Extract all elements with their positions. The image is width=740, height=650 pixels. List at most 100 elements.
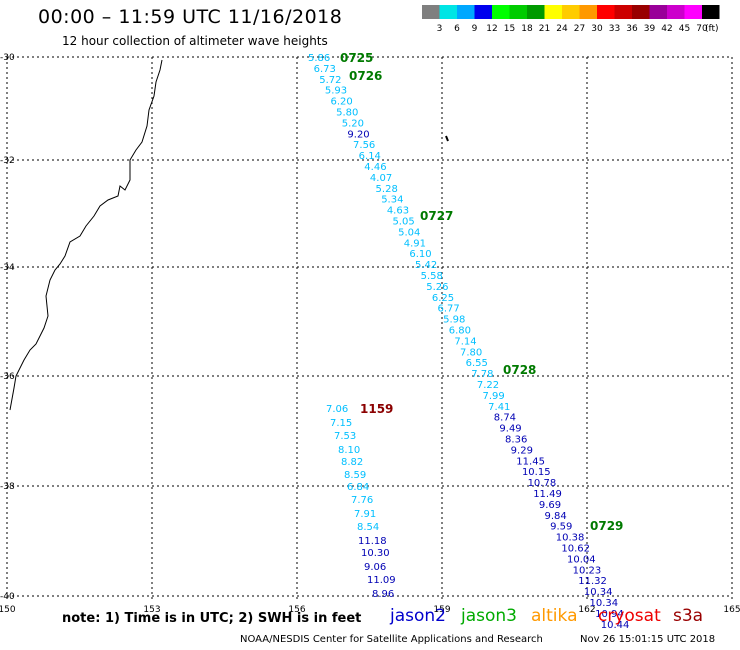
legend-swatch (492, 5, 510, 19)
swh-value: 10.38 (556, 533, 585, 544)
swh-value: 6.10 (409, 249, 431, 260)
legend-swatch (474, 5, 492, 19)
satellite-jason2: jason2 (390, 606, 446, 626)
swh-value: 9.29 (511, 445, 533, 456)
swh-value: 7.22 (477, 380, 499, 391)
credit-agency: NOAA/NESDIS Center for Satellite Applica… (240, 634, 543, 645)
swh-value: 4.07 (370, 173, 392, 184)
legend-unit: (ft) (705, 24, 719, 33)
swh-value: 5.42 (415, 260, 437, 271)
legend-label: 6 (454, 24, 460, 33)
swh-value: 5.93 (325, 86, 347, 97)
swh-value: 7.15 (330, 418, 352, 429)
swh-value: 6.55 (466, 358, 488, 369)
swh-value: 5.98 (443, 315, 465, 326)
pass-time-label: 0728 (503, 363, 536, 377)
legend-swatch (544, 5, 562, 19)
legend-swatch (702, 5, 720, 19)
swh-value: 9.69 (539, 500, 561, 511)
lon-tick-label: 153 (143, 605, 160, 615)
legend-label: 45 (679, 24, 690, 33)
lat-tick-label: -40 (0, 592, 15, 602)
legend-label: 39 (644, 24, 656, 33)
swh-value: 5.72 (319, 75, 341, 86)
swh-value: 6.14 (359, 151, 381, 162)
swh-value: 8.96 (372, 589, 394, 600)
swh-value: 6.80 (449, 326, 471, 337)
swh-value: 7.41 (488, 402, 510, 413)
legend-label: 12 (486, 24, 497, 33)
pass-time-label: 0727 (420, 209, 453, 223)
legend-label: 70 (696, 24, 708, 33)
legend-label: 33 (609, 24, 620, 33)
swh-value: 10.94 (595, 609, 624, 620)
swh-value: 5.05 (392, 217, 414, 228)
pass-time-label: 0725 (340, 51, 373, 65)
swh-value: 10.34 (584, 587, 613, 598)
swh-value: 6.25 (432, 293, 454, 304)
swh-value: 10.30 (361, 548, 390, 559)
swh-value: 10.78 (528, 478, 557, 489)
swh-value: 9.49 (499, 424, 521, 435)
legend-swatch (597, 5, 615, 19)
lon-tick-label: 165 (723, 605, 740, 615)
swh-value: 10.62 (561, 544, 590, 555)
swh-value: 10.04 (567, 554, 596, 565)
swh-value: 5.28 (376, 184, 398, 195)
swh-value: 6.84 (347, 482, 369, 493)
legend-label: 9 (472, 24, 478, 33)
swh-value: 8.74 (494, 413, 516, 424)
legend-label: 18 (521, 24, 533, 33)
swh-value: 10.34 (590, 598, 619, 609)
swh-value: 5.34 (381, 195, 403, 206)
legend-swatch (649, 5, 667, 19)
lon-tick-label: 150 (0, 605, 16, 615)
swh-value: 9.20 (347, 129, 369, 140)
swh-value: 7.14 (454, 336, 476, 347)
chart-title: 00:00 – 11:59 UTC 11/16/2018 (38, 6, 343, 28)
swh-value: 6.73 (314, 64, 336, 75)
swh-value: 10.44 (601, 620, 630, 631)
swh-value: 4.63 (387, 206, 409, 217)
lat-tick-label: -32 (0, 156, 15, 166)
legend-label: 42 (661, 24, 672, 33)
legend-swatch (562, 5, 580, 19)
swh-value: 4.91 (404, 238, 426, 249)
color-scale-legend: 3 6 9 12 15 18 21 24 27 30 33 36 39 42 45 70(ft) (422, 5, 720, 33)
satellite-cryosat: cryosat (598, 606, 661, 626)
swh-value: 5.58 (421, 271, 443, 282)
legend-swatch (457, 5, 475, 19)
legend-swatch (667, 5, 685, 19)
swh-value: 11.18 (358, 536, 387, 547)
legend-label: 24 (556, 24, 568, 33)
swh-value: 10.15 (522, 467, 551, 478)
legend-swatch (527, 5, 545, 19)
swh-value: 5.20 (342, 118, 364, 129)
swh-value: 8.59 (344, 470, 366, 481)
legend-swatch (614, 5, 632, 19)
altimeter-tracks: 5.866.735.725.936.205.805.209.207.566.14… (308, 51, 629, 631)
pass-time-label: 1159 (360, 402, 393, 416)
legend-swatch (684, 5, 702, 19)
swh-value: 11.49 (533, 489, 562, 500)
swh-value: 7.99 (483, 391, 505, 402)
swh-value: 9.06 (364, 562, 386, 573)
legend-swatch (509, 5, 527, 19)
swh-value: 9.59 (550, 522, 572, 533)
swh-value: 7.78 (471, 369, 493, 380)
swh-value: 8.10 (338, 445, 360, 456)
pass-time-label: 0729 (590, 519, 623, 533)
swh-value: 8.54 (357, 522, 379, 533)
legend-label: 27 (574, 24, 585, 33)
legend-swatch (439, 5, 457, 19)
credit-timestamp: Nov 26 15:01:15 UTC 2018 (580, 634, 716, 645)
lon-tick-label: 159 (433, 605, 450, 615)
swh-value: 6.77 (437, 304, 459, 315)
swh-value: 5.04 (398, 227, 420, 238)
pass-time-label: 0726 (349, 69, 382, 83)
lat-lon-grid: 150 153 156 159 162 165 -30 -32 -34 -36 -38 -40 (0, 53, 740, 615)
swh-value: 7.91 (354, 509, 376, 520)
legend-swatch (579, 5, 597, 19)
swh-value: 8.36 (505, 435, 527, 446)
